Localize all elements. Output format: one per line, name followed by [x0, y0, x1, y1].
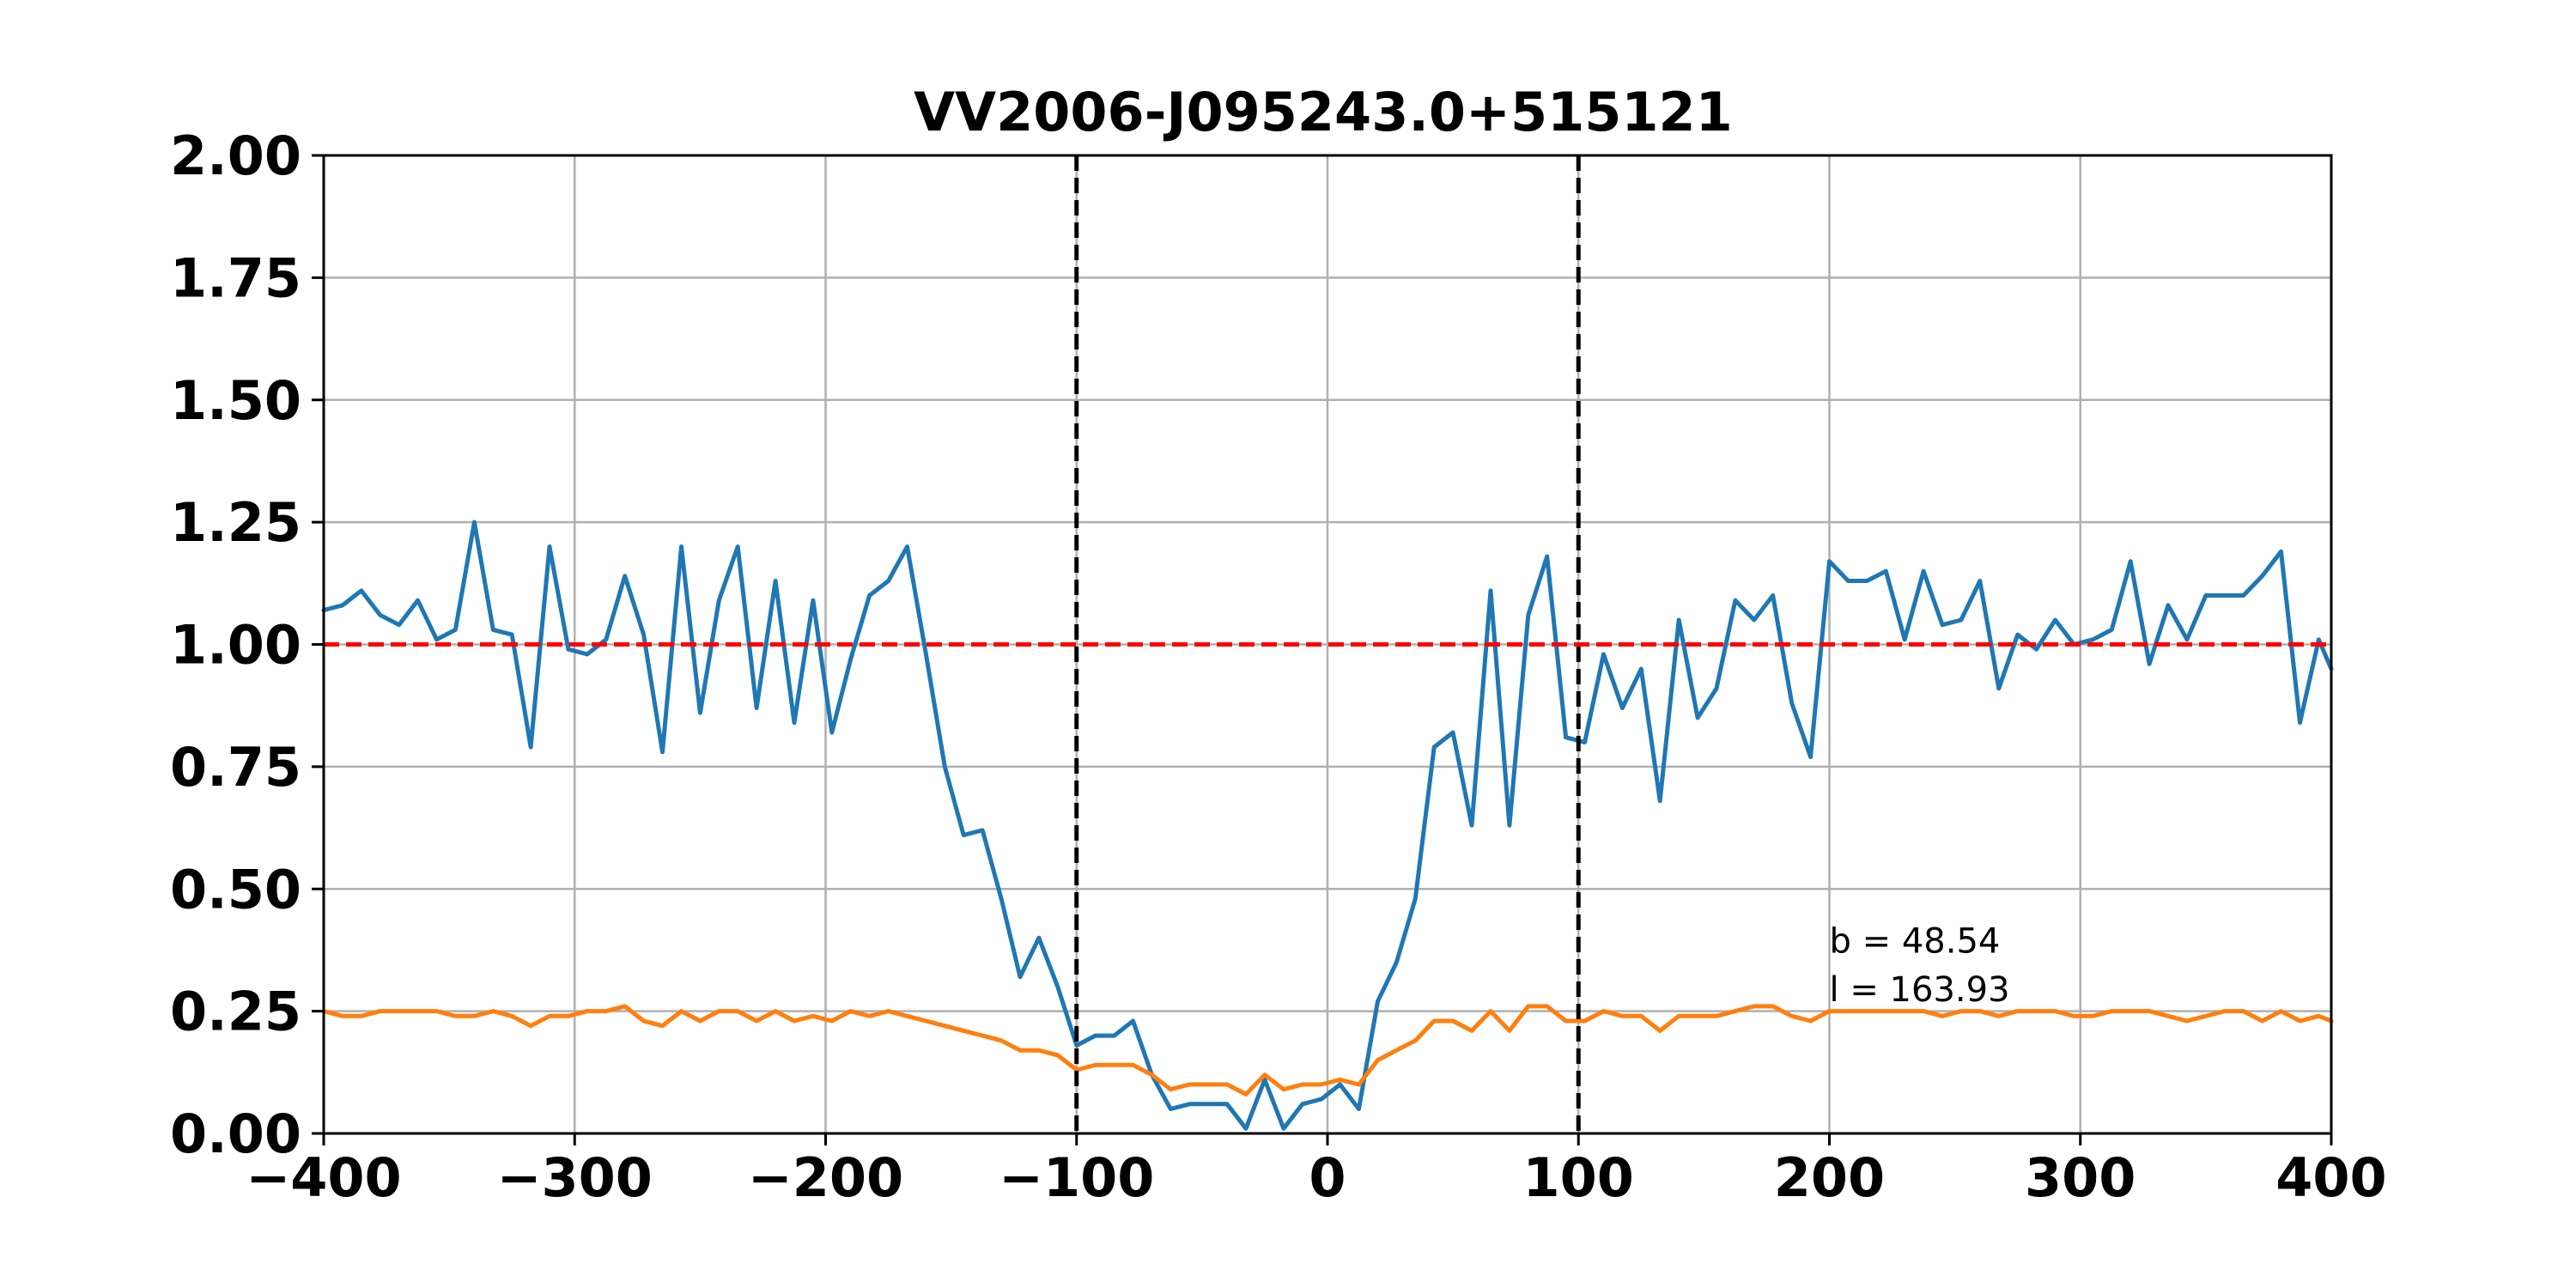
y-tick-label: 0.00 [170, 1103, 301, 1165]
x-tick-label: 0 [1309, 1146, 1346, 1209]
series-layer [321, 519, 2334, 1131]
x-tick-label: 400 [2275, 1146, 2386, 1209]
reference-lines [324, 155, 2331, 1133]
x-tick-label: 200 [1774, 1146, 1885, 1209]
annotation-label: b = 48.54 [1830, 921, 2001, 961]
x-tick-label: 300 [2025, 1146, 2136, 1209]
ticks: −400 −300 −200 −100 0 100 200 300 400 0.00 0.25 0.5… [170, 125, 2387, 1209]
chart-title: VV2006-J095243.0+515121 [914, 81, 1733, 143]
annotation-label: l = 163.93 [1830, 970, 2010, 1010]
x-tick-label: −200 [748, 1146, 903, 1209]
y-tick-label: 1.75 [170, 246, 301, 309]
y-tick-label: 1.50 [170, 369, 301, 432]
y-tick-label: 0.25 [170, 981, 301, 1043]
x-tick-label: −100 [999, 1146, 1154, 1209]
y-tick-label: 0.50 [170, 858, 301, 920]
x-tick-label: 100 [1523, 1146, 1634, 1209]
x-tick-label: −400 [246, 1146, 401, 1209]
series-line-1 [321, 1004, 2334, 1097]
series-line-0 [321, 519, 2334, 1131]
y-tick-label: 1.25 [170, 491, 301, 554]
annotations: b = 48.54 l = 163.93 [1830, 921, 2010, 1010]
y-tick-label: 0.75 [170, 736, 301, 799]
x-tick-label: −300 [497, 1146, 653, 1209]
y-tick-label: 1.00 [170, 614, 301, 677]
y-tick-label: 2.00 [170, 125, 301, 187]
